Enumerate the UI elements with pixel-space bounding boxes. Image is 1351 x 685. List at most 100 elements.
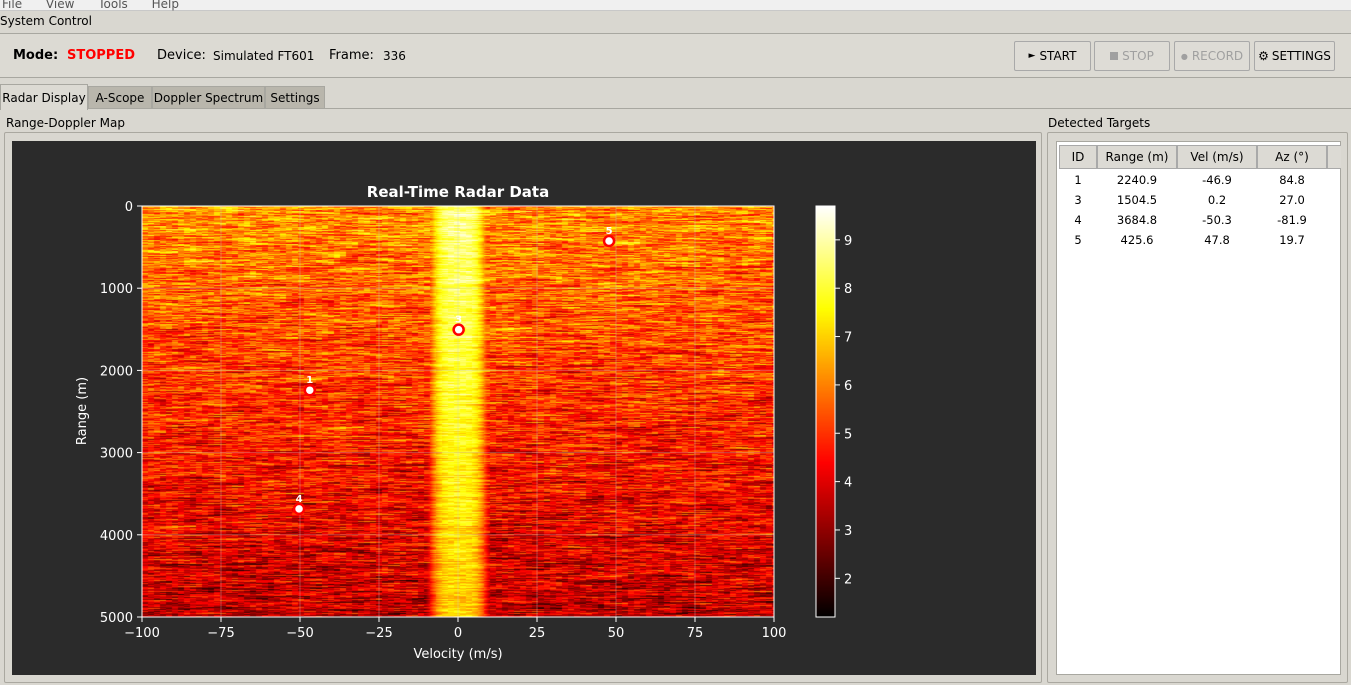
colorbar-tick-label: 5 [844, 427, 852, 442]
record-button[interactable]: ● RECORD [1174, 41, 1250, 71]
table-row[interactable]: 1 2240.9 -46.9 84.8 [1057, 170, 1340, 190]
record-dot-icon: ● [1180, 51, 1188, 61]
gear-icon: ⚙ [1258, 49, 1269, 63]
device-label: Device: [157, 48, 206, 63]
start-button[interactable]: ► START [1014, 41, 1091, 71]
cell-azimuth: -81.9 [1277, 213, 1307, 227]
start-label: START [1039, 49, 1077, 63]
tab-radar-display[interactable]: Radar Display [0, 84, 88, 110]
menu-tools[interactable]: Tools [98, 0, 128, 11]
column-header-range[interactable]: Range (m) [1097, 145, 1177, 169]
y-tick-label: 0 [125, 200, 133, 215]
colorbar-image [816, 206, 835, 617]
x-tick-label: −100 [124, 626, 160, 641]
target-marker-3[interactable] [452, 323, 465, 336]
record-label: RECORD [1191, 49, 1244, 63]
x-tick-label: 25 [529, 626, 546, 641]
tab-bar: Radar Display A-Scope Doppler Spectrum S… [0, 84, 1351, 110]
frame-label: Frame: [329, 48, 374, 63]
colorbar-tick-label: 4 [844, 476, 852, 491]
column-header-velocity[interactable]: Vel (m/s) [1177, 145, 1257, 169]
x-tick-label: −50 [286, 626, 313, 641]
tab-a-scope[interactable]: A-Scope [88, 86, 152, 109]
cell-azimuth: 27.0 [1279, 193, 1305, 207]
detected-targets-title: Detected Targets [1048, 116, 1151, 130]
target-marker-1[interactable] [303, 383, 317, 397]
target-label: 5 [606, 226, 613, 237]
cell-range: 2240.9 [1116, 173, 1158, 187]
table-row[interactable]: 3 1504.5 0.2 27.0 [1057, 190, 1340, 210]
colorbar-tick-label: 6 [844, 379, 852, 394]
cell-id: 4 [1074, 213, 1082, 227]
tab-doppler-spectrum[interactable]: Doppler Spectrum [152, 86, 265, 109]
cell-azimuth: 19.7 [1279, 233, 1305, 247]
x-tick-label: 50 [608, 626, 625, 641]
colorbar-tick-label: 2 [844, 572, 852, 587]
target-label: 3 [455, 315, 462, 326]
cell-velocity: -50.3 [1202, 213, 1232, 227]
range-doppler-group-title: Range-Doppler Map [6, 116, 125, 130]
settings-button[interactable]: ⚙ SETTINGS [1254, 41, 1335, 71]
colorbar-frame [815, 205, 836, 618]
target-marker-4[interactable] [292, 502, 306, 516]
menu-view[interactable]: View [45, 0, 75, 11]
y-tick-label: 5000 [100, 611, 133, 626]
colorbar-tick-label: 8 [844, 282, 852, 297]
menu-file[interactable]: File [2, 0, 23, 11]
plot-canvas: Real-Time Radar Data Velocity (m/s) Rang… [12, 141, 1036, 675]
plot-frame [141, 205, 775, 618]
cell-velocity: 47.8 [1204, 233, 1230, 247]
table-row[interactable]: 5 425.6 47.8 19.7 [1057, 230, 1340, 250]
cell-range: 1504.5 [1116, 193, 1158, 207]
x-axis-label: Velocity (m/s) [413, 647, 502, 662]
target-label: 1 [306, 375, 313, 386]
target-label: 4 [296, 494, 303, 505]
device-value: Simulated FT601 [213, 49, 315, 63]
cell-range: 425.6 [1120, 233, 1154, 247]
target-marker-5[interactable] [602, 234, 616, 248]
y-tick-label: 4000 [100, 529, 133, 544]
heatmap-image [142, 206, 774, 617]
x-tick-label: 100 [762, 626, 787, 641]
play-icon: ► [1028, 51, 1036, 61]
detected-targets-group [1047, 132, 1348, 683]
cell-id: 5 [1074, 233, 1082, 247]
cell-azimuth: 84.8 [1279, 173, 1305, 187]
range-doppler-group [4, 132, 1042, 683]
chart-title: Real-Time Radar Data [367, 183, 549, 201]
stop-label: STOP [1122, 49, 1154, 63]
menu-bar: File View Tools Help [0, 0, 1351, 11]
stop-square-icon [1110, 52, 1119, 60]
colorbar-tick-label: 9 [844, 234, 852, 249]
mode-value: STOPPED [67, 48, 136, 63]
control-bar: Mode: STOPPED Device: Simulated FT601 Fr… [0, 33, 1351, 78]
frame-value: 336 [383, 49, 406, 63]
cell-id: 3 [1074, 193, 1082, 207]
y-tick-label: 3000 [100, 447, 133, 462]
cell-velocity: 0.2 [1207, 193, 1227, 207]
cell-id: 1 [1074, 173, 1082, 187]
system-control-title: System Control [0, 14, 92, 28]
range-doppler-chart: Real-Time Radar Data Velocity (m/s) Rang… [75, 183, 852, 662]
mode-label: Mode: [13, 48, 59, 63]
y-axis-label: Range (m) [75, 377, 90, 445]
x-tick-label: 75 [687, 626, 704, 641]
targets-table: ID Range (m) Vel (m/s) Az (°) 1 2240.9 -46… [1056, 141, 1341, 675]
table-row[interactable]: 4 3684.8 -50.3 -81.9 [1057, 210, 1340, 230]
tab-settings[interactable]: Settings [265, 86, 325, 109]
y-tick-label: 1000 [100, 282, 133, 297]
colorbar-tick-label: 3 [844, 524, 852, 539]
y-tick-label: 2000 [100, 364, 133, 379]
cell-range: 3684.8 [1116, 213, 1158, 227]
column-header-azimuth[interactable]: Az (°) [1257, 145, 1327, 169]
colorbar-tick-label: 7 [844, 331, 852, 346]
cell-velocity: -46.9 [1202, 173, 1232, 187]
menu-help[interactable]: Help [151, 0, 179, 11]
x-tick-label: −25 [365, 626, 392, 641]
x-tick-label: −75 [207, 626, 234, 641]
settings-label: SETTINGS [1271, 49, 1331, 63]
stop-button[interactable]: STOP [1094, 41, 1170, 71]
column-header-filler [1327, 145, 1341, 169]
column-header-id[interactable]: ID [1059, 145, 1097, 169]
x-tick-label: 0 [454, 626, 462, 641]
